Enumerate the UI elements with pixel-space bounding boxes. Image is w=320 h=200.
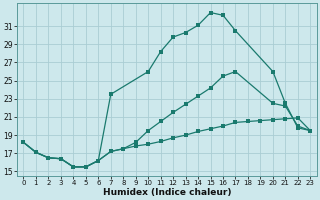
- X-axis label: Humidex (Indice chaleur): Humidex (Indice chaleur): [103, 188, 231, 197]
